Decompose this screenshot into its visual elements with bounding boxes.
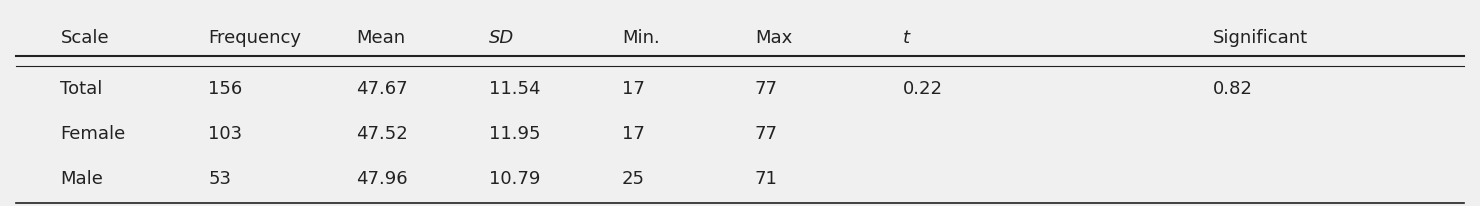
Text: SD: SD <box>488 29 514 47</box>
Text: Min.: Min. <box>622 29 660 47</box>
Text: 156: 156 <box>209 80 243 98</box>
Text: 17: 17 <box>622 80 645 98</box>
Text: Total: Total <box>61 80 102 98</box>
Text: Frequency: Frequency <box>209 29 302 47</box>
Text: 11.95: 11.95 <box>488 125 540 142</box>
Text: 17: 17 <box>622 125 645 142</box>
Text: 0.82: 0.82 <box>1212 80 1252 98</box>
Text: Scale: Scale <box>61 29 110 47</box>
Text: Mean: Mean <box>355 29 406 47</box>
Text: 0.22: 0.22 <box>903 80 943 98</box>
Text: 53: 53 <box>209 169 231 187</box>
Text: Significant: Significant <box>1212 29 1308 47</box>
Text: 11.54: 11.54 <box>488 80 540 98</box>
Text: Max: Max <box>755 29 792 47</box>
Text: Female: Female <box>61 125 126 142</box>
Text: 71: 71 <box>755 169 777 187</box>
Text: 77: 77 <box>755 125 778 142</box>
Text: 47.67: 47.67 <box>355 80 407 98</box>
Text: 47.96: 47.96 <box>355 169 407 187</box>
Text: t: t <box>903 29 910 47</box>
Text: 10.79: 10.79 <box>488 169 540 187</box>
Text: 77: 77 <box>755 80 778 98</box>
Text: 25: 25 <box>622 169 645 187</box>
Text: 47.52: 47.52 <box>355 125 407 142</box>
Text: Male: Male <box>61 169 104 187</box>
Text: 103: 103 <box>209 125 243 142</box>
